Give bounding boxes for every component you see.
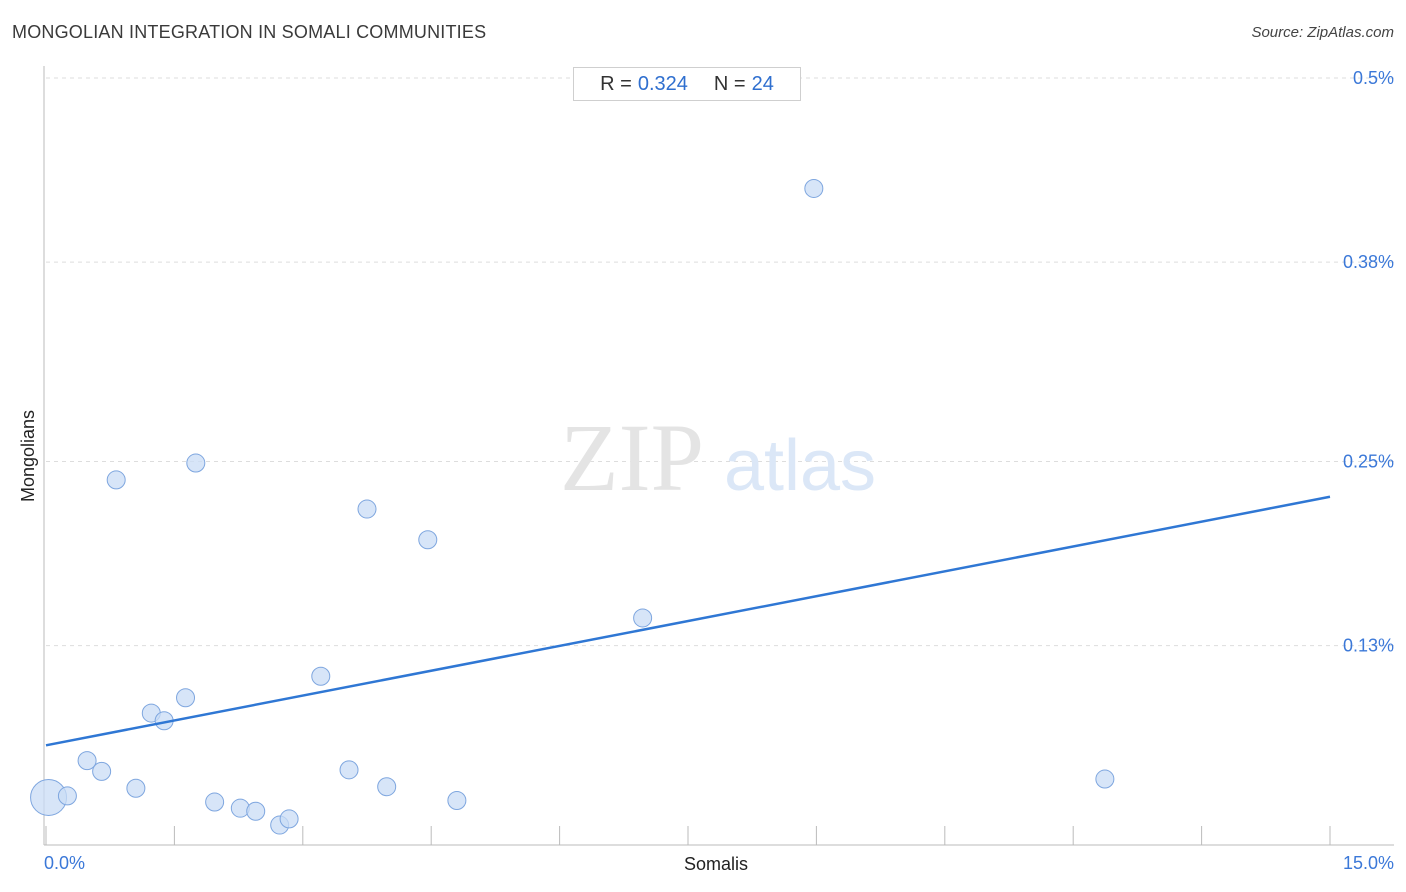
data-point xyxy=(377,777,397,797)
data-point xyxy=(418,530,438,550)
data-point xyxy=(186,453,206,473)
r-value: 0.324 xyxy=(637,72,688,95)
data-point xyxy=(311,666,331,686)
watermark-atlas: atlas xyxy=(724,426,876,506)
data-point xyxy=(447,791,467,811)
data-point xyxy=(57,786,77,806)
chart-title: MONGOLIAN INTEGRATION IN SOMALI COMMUNIT… xyxy=(12,22,487,42)
data-point xyxy=(176,688,196,708)
x-tick-label-min: 0.0% xyxy=(44,853,85,873)
watermark-zip: ZIP xyxy=(560,404,704,511)
r-label: R = xyxy=(600,72,632,95)
data-point xyxy=(106,470,126,490)
data-point xyxy=(77,751,97,771)
data-point xyxy=(1095,769,1115,789)
data-point xyxy=(633,608,653,628)
y-tick-label: 0.38% xyxy=(1343,252,1394,272)
data-point xyxy=(339,760,359,780)
data-point xyxy=(279,809,299,829)
x-axis-title: Somalis xyxy=(684,854,748,874)
x-tick-label-max: 15.0% xyxy=(1343,853,1394,873)
data-points xyxy=(30,178,1115,835)
y-tick-label: 0.5% xyxy=(1353,68,1394,88)
data-point xyxy=(804,178,824,198)
y-tick-label: 0.13% xyxy=(1343,636,1394,656)
n-label: N = xyxy=(713,72,746,95)
data-point xyxy=(230,798,250,818)
watermark: ZIP atlas xyxy=(560,404,876,511)
source-credit: Source: ZipAtlas.com xyxy=(1251,24,1394,41)
axes xyxy=(43,66,1394,846)
n-value: 24 xyxy=(751,72,774,95)
data-point xyxy=(357,499,377,519)
trend-line xyxy=(45,495,1331,747)
data-point xyxy=(126,778,146,798)
x-tick-marks xyxy=(45,826,1331,845)
y-tick-label: 0.25% xyxy=(1343,452,1394,472)
y-axis-title: Mongolians xyxy=(18,410,38,502)
data-point xyxy=(246,801,266,821)
data-point xyxy=(92,761,112,781)
grid-lines xyxy=(46,77,1394,647)
data-point xyxy=(205,792,225,812)
trend-line-group xyxy=(45,495,1331,747)
stats-box: R = 0.324 N = 24 xyxy=(573,67,801,101)
y-tick-labels: 0.5% 0.38% 0.25% 0.13% xyxy=(1343,68,1394,656)
